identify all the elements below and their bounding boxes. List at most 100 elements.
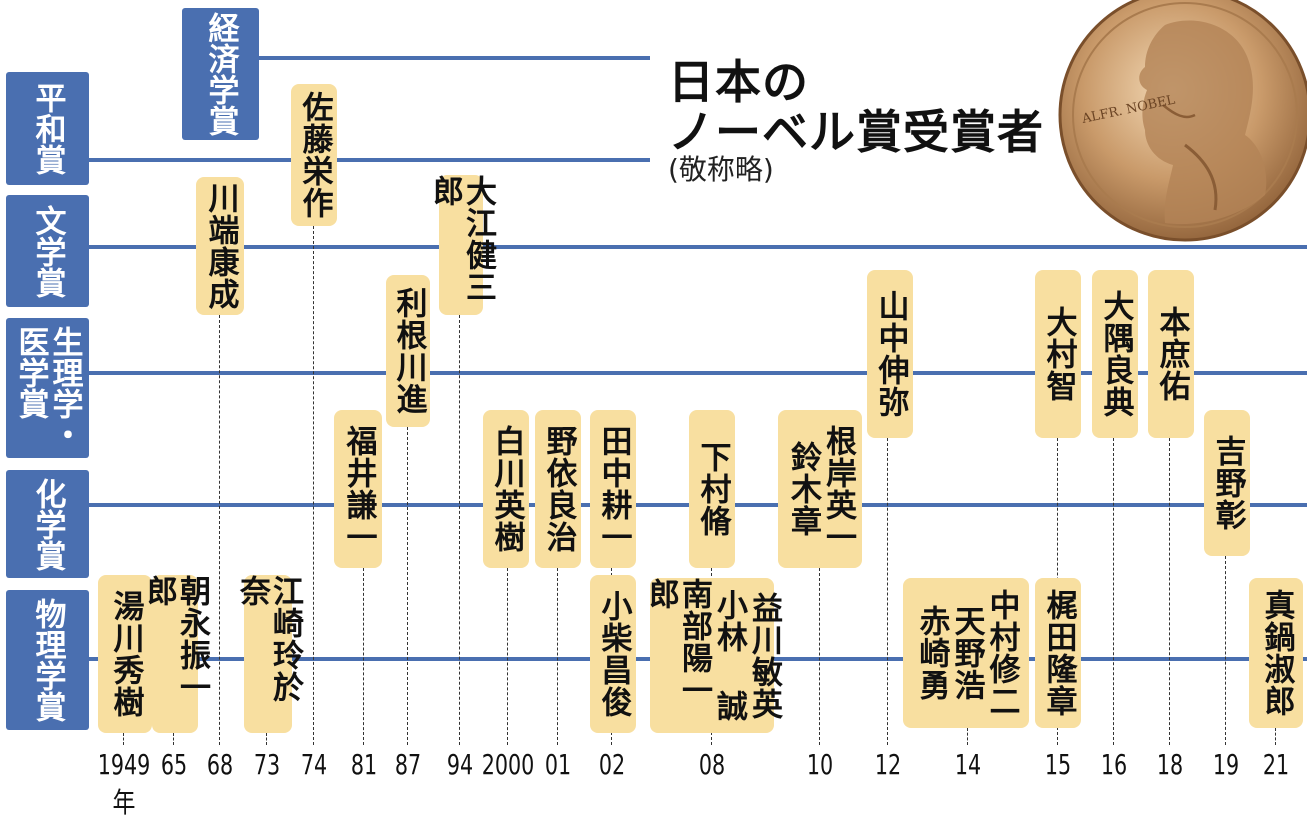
laureate-card: 田中耕一 <box>590 410 636 568</box>
category-line-medicine <box>89 371 1307 375</box>
laureate-card: 野依良治 <box>535 410 581 568</box>
title-line-2: ノーベル賞受賞者 <box>668 105 1044 159</box>
laureate-name: 梶田隆章 <box>1040 589 1077 717</box>
laureate-name: 朝永振一郎 <box>141 575 210 703</box>
laureate-card: 福井謙一 <box>334 410 382 568</box>
category-label: 経済学賞 <box>202 12 239 136</box>
year-label: 02 <box>598 748 626 781</box>
year-guide-line <box>507 568 508 745</box>
year-guide-line <box>887 438 888 745</box>
laureate-name: 江崎玲於奈 <box>234 575 303 703</box>
laureate-name: 白川英樹 <box>488 425 525 553</box>
year-label: 65 <box>160 748 188 781</box>
year-label: 15 <box>1044 748 1072 781</box>
laureate-card: 朝永振一郎 <box>141 575 210 733</box>
category-line-economics <box>259 56 650 60</box>
laureate-card: 川端康成 <box>196 177 244 315</box>
year-guide-line <box>363 568 364 745</box>
laureate-card: 大隅良典 <box>1092 270 1138 438</box>
category-label-column: 生理学・ <box>46 326 83 450</box>
year-label: 08 <box>698 748 726 781</box>
category-physics: 物理学賞 <box>6 590 89 730</box>
laureate-card: 白川英樹 <box>483 410 529 568</box>
laureate-card: 真鍋淑郎 <box>1249 578 1303 728</box>
year-label: 10 <box>806 748 834 781</box>
laureate-card: 佐藤栄作 <box>291 84 337 226</box>
year-guide-line <box>557 568 558 745</box>
laureate-name: 福井謙一 <box>340 425 377 553</box>
year-label: 87 <box>394 748 422 781</box>
category-label: 物理学賞 <box>29 598 66 722</box>
laureate-card: 利根川進 <box>386 275 430 427</box>
category-label: 化学賞 <box>29 477 66 571</box>
year-guide-line <box>173 733 174 745</box>
year-guide-line <box>219 315 220 745</box>
category-line-peace <box>89 158 650 162</box>
title-line-1: 日本の <box>668 55 809 109</box>
laureate-name: 大隅良典 <box>1097 290 1134 418</box>
year-guide-line <box>819 568 820 745</box>
year-label: 68 <box>206 748 234 781</box>
laureate-name: 大村智 <box>1040 306 1077 402</box>
year-guide-line <box>407 427 408 745</box>
category-literature: 文学賞 <box>6 195 89 307</box>
category-label-column: 医学賞 <box>12 326 49 419</box>
year-label: 81 <box>350 748 378 781</box>
laureate-card: 江崎玲於奈 <box>234 575 303 733</box>
category-label: 文学賞 <box>29 204 66 298</box>
nobel-timeline: 日本の ノーベル賞受賞者 (敬称略) ALFR. NOBEL 経済学賞平和賞文学… <box>6 0 1307 819</box>
laureate-name: 益川敏英 <box>746 591 782 720</box>
laureate-name: 小林 誠 <box>711 589 747 722</box>
nobel-medal-icon: ALFR. NOBEL <box>1058 0 1307 242</box>
laureate-card: 大村智 <box>1035 270 1081 438</box>
year-guide-line <box>1113 438 1114 745</box>
year-label: 19 <box>1212 748 1240 781</box>
laureate-name: 佐藤栄作 <box>296 91 333 219</box>
year-guide-line <box>1225 556 1226 745</box>
year-label: 01 <box>544 748 572 781</box>
laureate-name: 川端康成 <box>202 182 239 310</box>
year-label: 21 <box>1262 748 1290 781</box>
category-label-group: 生理学・ 医学賞 <box>12 326 83 450</box>
laureate-card: 大江健三郎 <box>427 175 496 315</box>
year-label: 18 <box>1156 748 1184 781</box>
laureate-card: 中村修二 天野浩 赤崎勇 <box>903 578 1029 728</box>
year-label: 73 <box>253 748 281 781</box>
category-peace: 平和賞 <box>6 72 89 185</box>
year-guide-line <box>313 226 314 745</box>
laureate-name: 天野浩 <box>948 605 985 701</box>
laureate-name: 根岸英一 <box>820 425 856 553</box>
laureate-card: 下村脩 <box>689 410 735 568</box>
laureate-name: 利根川進 <box>390 287 427 415</box>
laureate-name: 野依良治 <box>540 425 577 553</box>
laureate-card: 益川敏英 小林 誠南部陽一郎 <box>643 578 782 733</box>
laureate-card: 山中伸弥 <box>867 270 913 438</box>
laureate-name: 吉野彰 <box>1209 435 1246 531</box>
laureate-name: 中村修二 <box>983 589 1020 717</box>
year-label: 2000 <box>481 748 535 781</box>
laureate-name: 真鍋淑郎 <box>1258 589 1295 717</box>
laureate-card: 根岸英一 鈴木章 <box>778 410 862 568</box>
laureate-name: 山中伸弥 <box>872 290 909 418</box>
year-label: 12 <box>874 748 902 781</box>
year-label: 74 <box>300 748 328 781</box>
laureate-name: 本庶佑 <box>1153 306 1190 402</box>
year-guide-line <box>1169 438 1170 745</box>
laureate-name: 赤崎勇 <box>913 605 950 701</box>
laureate-name: 小柴昌俊 <box>595 590 632 718</box>
title-note: (敬称略) <box>668 153 774 186</box>
laureate-card: 吉野彰 <box>1204 410 1250 556</box>
year-guide-line <box>1275 728 1276 745</box>
category-medicine: 生理学・ 医学賞 <box>6 318 89 458</box>
laureate-card: 湯川秀樹 <box>98 575 152 733</box>
laureate-name: 湯川秀樹 <box>107 590 144 718</box>
year-guide-line <box>266 733 267 745</box>
laureate-name: 南部陽一郎 <box>643 578 712 706</box>
year-label: 14 <box>954 748 982 781</box>
laureate-card: 本庶佑 <box>1148 270 1194 438</box>
laureate-name: 鈴木章 <box>785 441 821 537</box>
category-label: 平和賞 <box>29 82 66 175</box>
year-guide-line <box>123 733 124 745</box>
laureate-card: 小柴昌俊 <box>590 575 636 733</box>
category-chemistry: 化学賞 <box>6 470 89 578</box>
